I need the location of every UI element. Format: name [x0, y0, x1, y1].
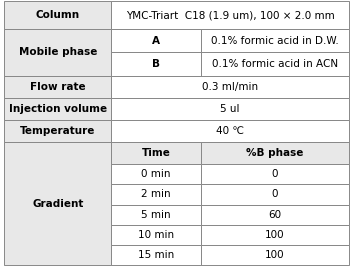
Text: 0.3 ml/min: 0.3 ml/min [202, 82, 258, 92]
Text: %B phase: %B phase [246, 148, 304, 158]
Text: A: A [152, 36, 160, 46]
Text: 40 ℃: 40 ℃ [216, 126, 244, 136]
Text: Column: Column [36, 10, 80, 20]
Bar [111, 164, 201, 184]
Text: Flow rate: Flow rate [30, 82, 85, 92]
Text: 5 ul: 5 ul [220, 104, 240, 114]
Bar [201, 29, 349, 52]
Text: Injection volume: Injection volume [9, 104, 107, 114]
Text: 10 min: 10 min [138, 230, 174, 240]
Text: B: B [152, 59, 160, 69]
Bar [4, 120, 111, 142]
Text: 100: 100 [265, 250, 285, 260]
Text: 0.1% formic acid in ACN: 0.1% formic acid in ACN [212, 59, 338, 69]
Bar [111, 225, 201, 245]
Bar [111, 98, 349, 120]
Text: YMC-Triart  C18 (1.9 um), 100 × 2.0 mm: YMC-Triart C18 (1.9 um), 100 × 2.0 mm [126, 10, 334, 20]
Bar [201, 205, 349, 225]
Bar [111, 29, 201, 52]
Bar [111, 52, 201, 76]
Text: Mobile phase: Mobile phase [18, 47, 97, 57]
Text: 5 min: 5 min [142, 210, 171, 220]
Bar [201, 245, 349, 265]
Bar [201, 184, 349, 205]
Text: 2 min: 2 min [142, 189, 171, 200]
Bar [201, 142, 349, 164]
Text: Time: Time [142, 148, 170, 158]
Text: 60: 60 [268, 210, 282, 220]
Text: 100: 100 [265, 230, 285, 240]
Text: 0: 0 [272, 189, 278, 200]
Bar [4, 76, 111, 98]
Bar [111, 76, 349, 98]
Bar [4, 1, 111, 29]
Text: 15 min: 15 min [138, 250, 174, 260]
Text: 0: 0 [272, 169, 278, 179]
Bar [4, 142, 111, 265]
Text: Gradient: Gradient [32, 199, 83, 209]
Bar [4, 98, 111, 120]
Bar [4, 29, 111, 76]
Bar [111, 120, 349, 142]
Text: 0.1% formic acid in D.W.: 0.1% formic acid in D.W. [211, 36, 339, 46]
Bar [111, 245, 201, 265]
Bar [111, 1, 349, 29]
Text: 0 min: 0 min [142, 169, 171, 179]
Bar [201, 164, 349, 184]
Bar [201, 52, 349, 76]
Bar [111, 184, 201, 205]
Bar [201, 225, 349, 245]
Bar [111, 205, 201, 225]
Text: Temperature: Temperature [20, 126, 95, 136]
Bar [111, 142, 201, 164]
